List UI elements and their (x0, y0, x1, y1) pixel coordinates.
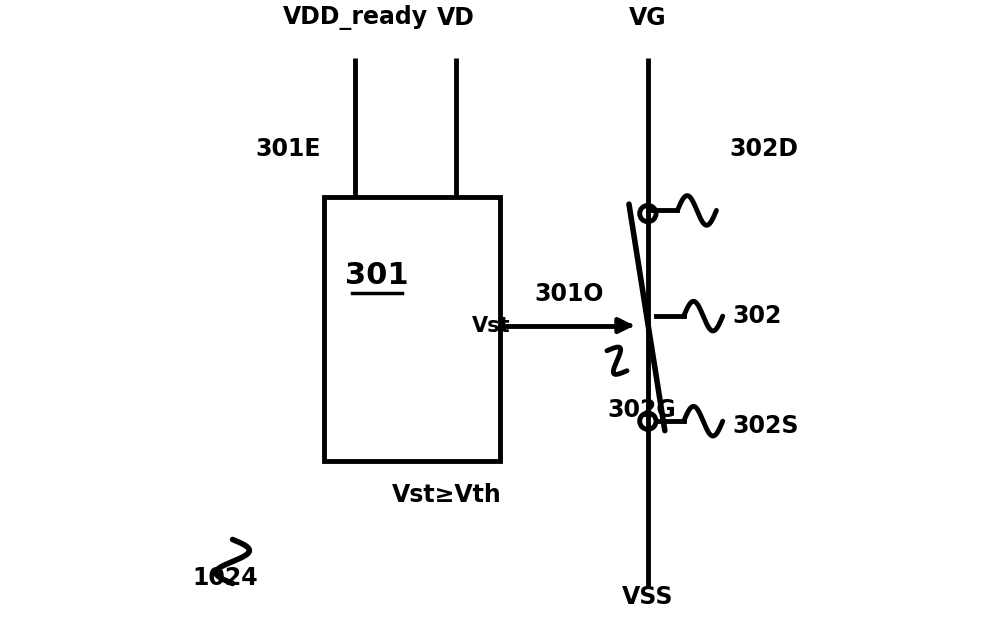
Text: Vst: Vst (472, 315, 510, 336)
Text: 302: 302 (733, 304, 782, 328)
Text: 302G: 302G (607, 399, 676, 422)
Text: 301: 301 (345, 261, 409, 290)
Text: VDD_ready: VDD_ready (283, 5, 428, 30)
Text: VD: VD (437, 6, 475, 30)
Text: 1024: 1024 (192, 566, 258, 590)
Text: 302D: 302D (730, 138, 799, 161)
FancyBboxPatch shape (324, 197, 500, 461)
Text: Vst≥Vth: Vst≥Vth (392, 483, 501, 508)
Text: VG: VG (629, 6, 667, 30)
Text: 301E: 301E (255, 138, 321, 161)
Text: 301O: 301O (535, 282, 604, 306)
Text: 302S: 302S (733, 414, 799, 438)
Text: VSS: VSS (622, 585, 674, 609)
